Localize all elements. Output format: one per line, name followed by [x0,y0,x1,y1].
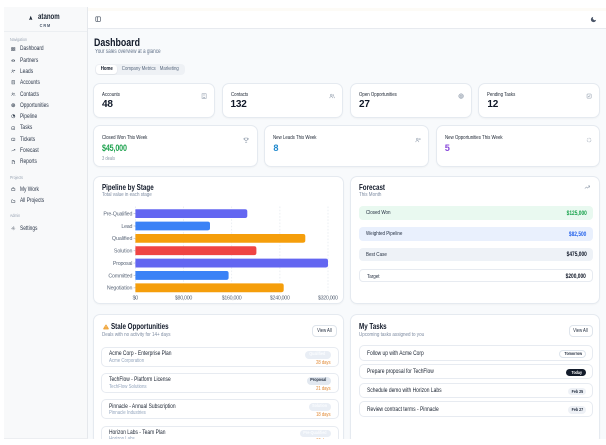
svg-text:Qualified: Qualified [112,237,133,243]
svg-text:Solution: Solution [114,249,133,255]
svg-text:Negotiation: Negotiation [107,286,133,292]
svg-text:$80,000: $80,000 [175,296,193,302]
svg-text:$160,000: $160,000 [222,296,242,302]
svg-text:Pre-Qualified: Pre-Qualified [103,212,132,218]
svg-text:Proposal: Proposal [113,261,132,267]
svg-text:Lead: Lead [121,224,132,230]
svg-text:$240,000: $240,000 [270,296,290,302]
svg-text:$320,000: $320,000 [318,296,338,302]
svg-text:$0: $0 [133,296,139,302]
svg-text:Committed: Committed [108,274,132,280]
